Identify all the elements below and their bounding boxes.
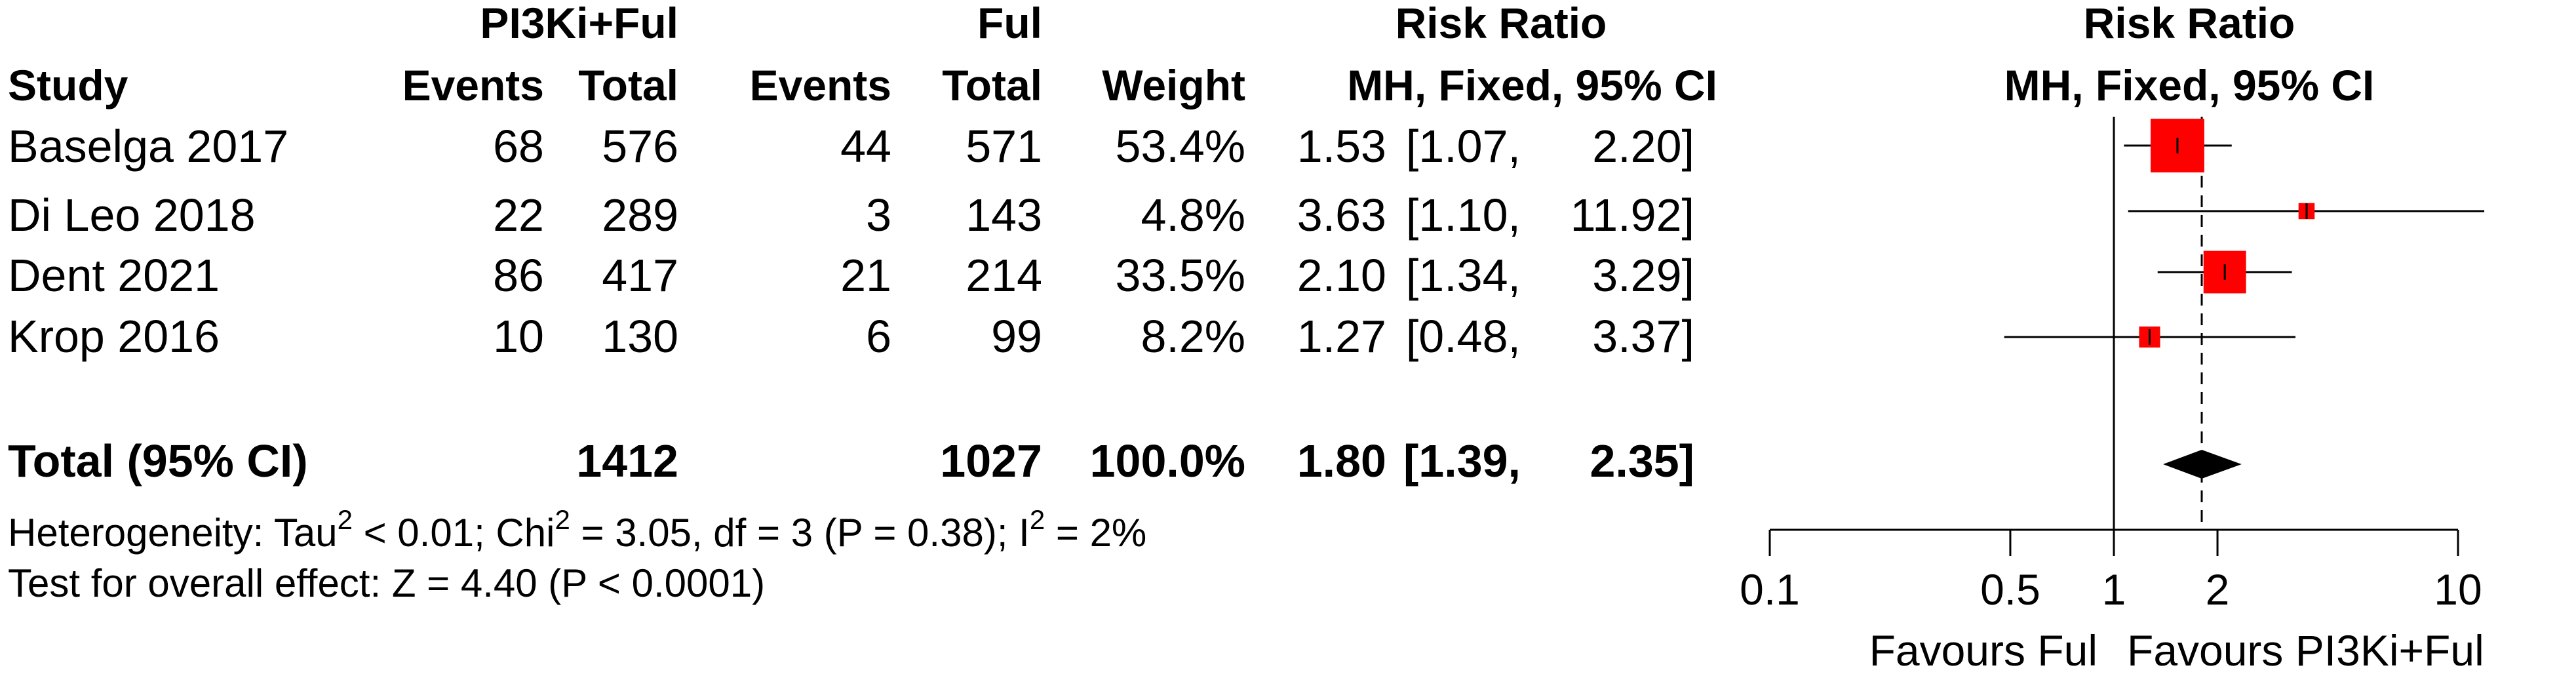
- rr-cell: 1.53: [1297, 121, 1386, 172]
- x-tick-label: 2: [2206, 565, 2230, 614]
- ci-low-cell: [0.48,: [1406, 311, 1521, 362]
- total-total1: 1412: [576, 435, 678, 487]
- rr-cell: 1.27: [1297, 311, 1386, 362]
- total1-cell: 576: [602, 121, 678, 172]
- group2-header: Ful: [977, 0, 1042, 47]
- total-weight: 100.0%: [1090, 435, 1245, 487]
- plot-header-title: Risk Ratio: [2084, 0, 2295, 47]
- total-total2: 1027: [940, 435, 1042, 487]
- events2-cell: 21: [840, 250, 891, 301]
- table-row: Di Leo 2018 22 289 3 143 4.8% 3.63 [1.10, 11.92]: [8, 189, 1694, 241]
- total1-cell: 130: [602, 311, 678, 362]
- total-ci-high: 2.35]: [1590, 435, 1694, 487]
- ci-high-cell: 3.37]: [1592, 311, 1694, 362]
- study-rows: Baselga 2017 68 576 44 571 53.4% 1.53 [1.07, 2.2…: [8, 121, 1694, 362]
- table-row: Krop 2016 10 130 6 99 8.2% 1.27 [0.48, 3.37]: [8, 311, 1694, 362]
- x-tick-label: 0.1: [1740, 565, 1800, 614]
- study-name: Krop 2016: [8, 311, 220, 362]
- total1-cell: 289: [602, 189, 678, 241]
- x-tick-label: 10: [2434, 565, 2482, 614]
- ci-high-cell: 11.92]: [1571, 189, 1694, 241]
- ci-low-cell: [1.34,: [1406, 250, 1521, 301]
- total-rr: 1.80: [1297, 435, 1386, 487]
- total-ci-low: [1.39,: [1403, 435, 1521, 487]
- ci-low-cell: [1.07,: [1406, 121, 1521, 172]
- total2-cell: 571: [966, 121, 1042, 172]
- favours-right-label: Favours PI3Ki+Ful: [2127, 626, 2484, 675]
- overall-effect-text: Test for overall effect: Z = 4.40 (P < 0…: [8, 561, 765, 605]
- total1-column-header: Total: [578, 61, 678, 109]
- weight-cell: 53.4%: [1116, 121, 1245, 172]
- heterogeneity-text: Heterogeneity: Tau2 < 0.01; Chi2 = 3.05,…: [8, 504, 1146, 555]
- total2-column-header: Total: [942, 61, 1042, 109]
- forest-plot: 0.1 0.5 1 2 10: [1740, 117, 2485, 614]
- weight-cell: 4.8%: [1141, 189, 1245, 241]
- total2-cell: 99: [991, 311, 1042, 362]
- total2-cell: 143: [966, 189, 1042, 241]
- x-tick-label: 0.5: [1980, 565, 2040, 614]
- table-header: PI3Ki+Ful Ful Risk Ratio Risk Ratio Stud…: [8, 0, 2374, 109]
- table-row: Baselga 2017 68 576 44 571 53.4% 1.53 [1.07, 2.2…: [8, 121, 1694, 172]
- study-name: Baselga 2017: [8, 121, 288, 172]
- rr-header-title: Risk Ratio: [1395, 0, 1607, 47]
- events1-cell: 10: [493, 311, 544, 362]
- weight-cell: 8.2%: [1141, 311, 1245, 362]
- weight-cell: 33.5%: [1116, 250, 1245, 301]
- ci-high-cell: 2.20]: [1592, 121, 1694, 172]
- events2-cell: 6: [866, 311, 891, 362]
- weight-column-header: Weight: [1102, 61, 1245, 109]
- events2-column-header: Events: [750, 61, 891, 109]
- events2-cell: 3: [866, 189, 891, 241]
- events1-cell: 68: [493, 121, 544, 172]
- rr-cell: 3.63: [1297, 189, 1386, 241]
- favours-left-label: Favours Ful: [1869, 626, 2098, 675]
- total2-cell: 214: [966, 250, 1042, 301]
- events1-column-header: Events: [402, 61, 544, 109]
- ci-low-cell: [1.10,: [1406, 189, 1521, 241]
- events2-cell: 44: [840, 121, 891, 172]
- total-label: Total (95% CI): [8, 435, 308, 487]
- events1-cell: 22: [493, 189, 544, 241]
- pooled-diamond: [2163, 450, 2242, 479]
- rr-method-header: MH, Fixed, 95% CI: [1347, 61, 1717, 109]
- plot-method-header: MH, Fixed, 95% CI: [2004, 61, 2375, 109]
- events1-cell: 86: [493, 250, 544, 301]
- study-column-header: Study: [8, 61, 128, 109]
- study-name: Di Leo 2018: [8, 189, 256, 241]
- total-row: Total (95% CI) 1412 1027 100.0% 1.80 [1.…: [8, 435, 1694, 487]
- study-name: Dent 2021: [8, 250, 220, 301]
- table-row: Dent 2021 86 417 21 214 33.5% 2.10 [1.34, 3.29]: [8, 250, 1694, 301]
- total1-cell: 417: [602, 250, 678, 301]
- group1-header: PI3Ki+Ful: [480, 0, 678, 47]
- ci-high-cell: 3.29]: [1592, 250, 1694, 301]
- x-tick-label: 1: [2102, 565, 2126, 614]
- rr-cell: 2.10: [1297, 250, 1386, 301]
